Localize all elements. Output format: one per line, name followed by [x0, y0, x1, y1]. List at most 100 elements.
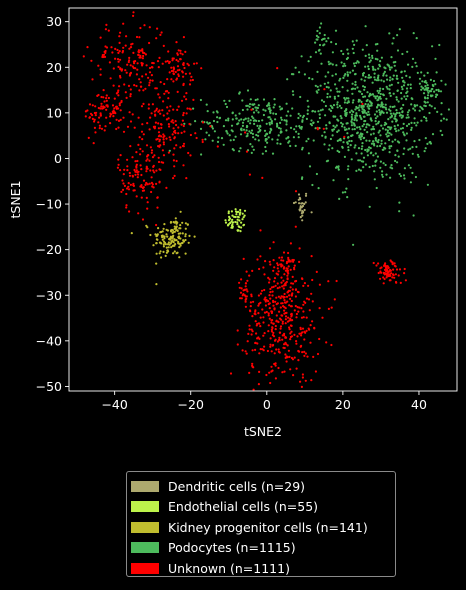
- data-point: [109, 122, 112, 125]
- data-point: [244, 350, 247, 353]
- data-point: [220, 137, 224, 140]
- data-point: [360, 160, 363, 163]
- data-point: [332, 179, 335, 182]
- data-point: [377, 103, 380, 106]
- x-tick-label: −40: [101, 397, 127, 412]
- data-point: [301, 373, 304, 376]
- data-point: [375, 159, 378, 162]
- data-point: [102, 53, 106, 56]
- data-point: [258, 302, 261, 305]
- data-point: [142, 89, 145, 92]
- data-point: [156, 60, 160, 63]
- data-point: [345, 108, 348, 111]
- data-point: [141, 150, 144, 153]
- data-point: [162, 100, 165, 103]
- data-point: [285, 280, 288, 284]
- data-point: [238, 286, 241, 289]
- data-point: [391, 105, 394, 109]
- data-point: [272, 322, 275, 325]
- data-point: [382, 87, 385, 91]
- data-point: [212, 111, 215, 114]
- data-point: [235, 117, 238, 120]
- data-point: [264, 304, 267, 307]
- data-point: [385, 74, 388, 77]
- data-point: [365, 123, 368, 126]
- data-point: [373, 178, 376, 181]
- data-point: [343, 155, 346, 158]
- data-point: [330, 306, 333, 309]
- data-point: [405, 91, 408, 95]
- data-point: [391, 120, 394, 123]
- data-point: [103, 50, 106, 54]
- data-point: [426, 101, 429, 104]
- data-point: [141, 138, 144, 141]
- data-point: [283, 119, 286, 122]
- data-point: [269, 263, 272, 266]
- data-point: [300, 316, 304, 319]
- data-point: [293, 268, 296, 271]
- data-point: [250, 108, 253, 111]
- data-point: [377, 120, 380, 123]
- y-tick-label: −40: [36, 333, 62, 348]
- legend-label-unknown: Unknown (n=1111): [168, 560, 290, 576]
- data-point: [272, 331, 275, 334]
- data-point: [256, 258, 259, 261]
- data-point: [372, 128, 376, 131]
- data-point: [391, 276, 394, 279]
- data-point: [133, 84, 136, 87]
- data-point: [360, 152, 363, 155]
- data-point: [175, 58, 178, 62]
- data-point: [351, 101, 354, 104]
- data-point: [367, 65, 370, 68]
- data-point: [393, 105, 396, 108]
- data-point: [325, 85, 328, 89]
- data-point: [166, 106, 169, 109]
- data-point: [280, 116, 283, 119]
- data-point: [382, 93, 385, 96]
- data-point: [129, 72, 132, 75]
- data-point: [150, 112, 153, 115]
- data-point: [289, 297, 292, 300]
- data-point: [168, 109, 171, 112]
- data-point: [368, 104, 371, 108]
- data-point: [381, 127, 385, 130]
- data-point: [371, 93, 374, 96]
- data-point: [236, 343, 239, 346]
- data-point: [248, 103, 252, 106]
- data-point: [444, 83, 447, 86]
- data-point: [160, 126, 163, 129]
- data-point: [238, 112, 241, 115]
- data-point: [433, 107, 436, 110]
- data-point: [337, 119, 340, 122]
- data-point: [373, 113, 377, 116]
- data-point: [155, 242, 158, 245]
- data-point: [379, 87, 382, 90]
- data-point: [347, 127, 351, 130]
- data-point: [292, 260, 295, 263]
- data-point: [162, 240, 166, 243]
- data-point: [229, 139, 232, 142]
- data-point: [267, 116, 270, 119]
- data-point: [140, 196, 143, 199]
- data-point: [177, 232, 180, 235]
- data-point: [366, 105, 369, 108]
- data-point: [301, 219, 304, 222]
- data-point: [249, 143, 252, 146]
- data-point: [331, 63, 334, 66]
- data-point: [357, 100, 360, 103]
- data-point: [354, 80, 357, 84]
- data-point: [379, 113, 382, 116]
- data-point: [128, 47, 131, 50]
- data-point: [231, 214, 234, 217]
- data-point: [347, 178, 350, 181]
- data-point: [392, 274, 395, 277]
- data-point: [415, 145, 418, 148]
- data-point: [189, 154, 192, 157]
- data-point: [362, 123, 366, 126]
- data-point: [285, 343, 288, 346]
- data-point: [238, 150, 241, 153]
- data-point: [274, 362, 277, 365]
- data-point: [437, 90, 440, 93]
- data-point: [191, 78, 194, 82]
- data-point: [275, 303, 278, 306]
